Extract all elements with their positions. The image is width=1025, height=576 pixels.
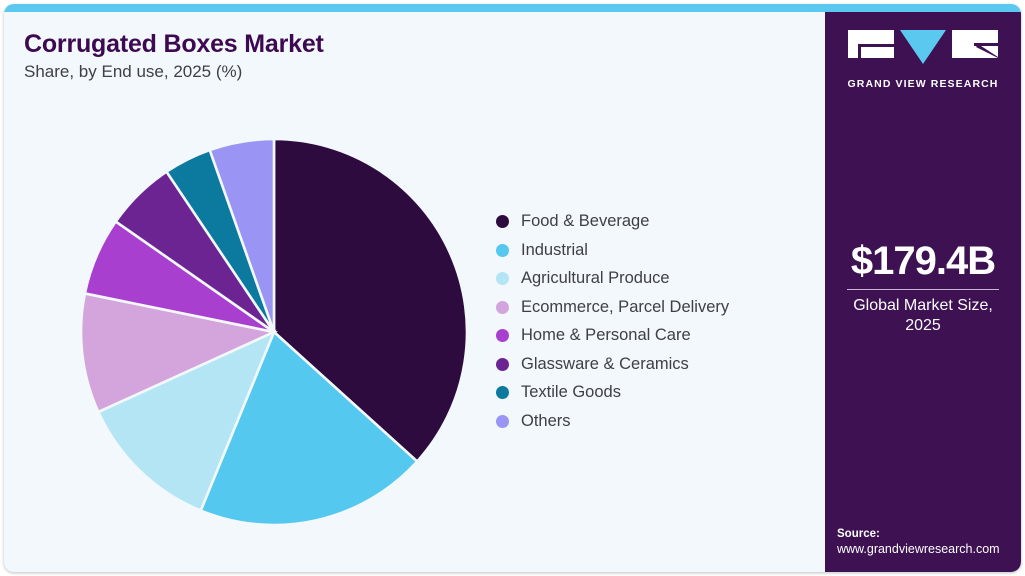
brand-logo: GRAND VIEW RESEARCH: [825, 30, 1021, 90]
legend-item: Glassware & Ceramics: [496, 355, 729, 374]
legend-item-label: Textile Goods: [521, 383, 621, 401]
top-accent-bar: [4, 4, 1021, 12]
legend-item: Industrial: [496, 241, 729, 260]
logo-r-icon: [952, 30, 998, 63]
page-subtitle: Share, by End use, 2025 (%): [24, 62, 243, 81]
legend-item: Home & Personal Care: [496, 326, 729, 345]
logo-v-triangle-icon: [900, 30, 946, 69]
chart-content-area: Corrugated Boxes Market Share, by End us…: [4, 12, 825, 572]
pie-slice: [272, 137, 469, 464]
source-block: Source: www.grandviewresearch.com: [837, 528, 1017, 556]
legend-item-label: Industrial: [521, 240, 588, 259]
pie-chart-svg: [79, 137, 469, 527]
legend-color-swatch-icon: [496, 357, 509, 371]
legend-item: Ecommerce, Parcel Delivery: [496, 298, 729, 317]
pie-slice: [208, 137, 276, 333]
logo-g-icon: [848, 30, 894, 63]
legend-color-swatch-icon: [496, 386, 509, 399]
legend-color-swatch-icon: [496, 329, 509, 342]
legend-color-swatch-icon: [496, 414, 509, 428]
legend-item-label: Home & Personal Care: [521, 326, 691, 344]
legend-item: Agricultural Produce: [496, 269, 729, 288]
pie-slice: [96, 329, 277, 513]
chart-card: Corrugated Boxes Market Share, by End us…: [4, 4, 1021, 572]
brand-panel: GRAND VIEW RESEARCH $179.4B Global Marke…: [825, 12, 1021, 572]
legend-color-swatch-icon: [496, 215, 509, 228]
legend-color-swatch-icon: [496, 272, 509, 285]
pie-chart: [64, 122, 484, 542]
stat-divider: [847, 289, 999, 290]
legend-color-swatch-icon: [496, 300, 509, 314]
legend-item: Textile Goods: [496, 383, 729, 402]
legend-item-label: Glassware & Ceramics: [521, 354, 689, 373]
pie-slice-group: [79, 137, 469, 527]
legend-item: Others: [496, 412, 729, 431]
legend-item-label: Ecommerce, Parcel Delivery: [521, 297, 730, 316]
logo-marks: [848, 30, 998, 69]
stat-value: $179.4B: [850, 239, 996, 283]
legend-color-swatch-icon: [496, 243, 509, 257]
legend-item-label: Food & Beverage: [521, 212, 650, 230]
page-title: Corrugated Boxes Market: [24, 30, 324, 58]
legend-item: Food & Beverage: [496, 212, 729, 231]
market-size-stat: $179.4B Global Market Size, 2025: [825, 240, 1021, 336]
chart-legend: Food & Beverage Industrial Agricultural Pr…: [496, 212, 729, 431]
stat-caption: Global Market Size, 2025: [853, 297, 993, 334]
source-url[interactable]: www.grandviewresearch.com: [837, 542, 1000, 556]
logo-wordmark: GRAND VIEW RESEARCH: [847, 78, 999, 90]
legend-item-label: Others: [521, 411, 571, 430]
source-label: Source:: [837, 528, 880, 540]
legend-item-label: Agricultural Produce: [521, 269, 670, 287]
